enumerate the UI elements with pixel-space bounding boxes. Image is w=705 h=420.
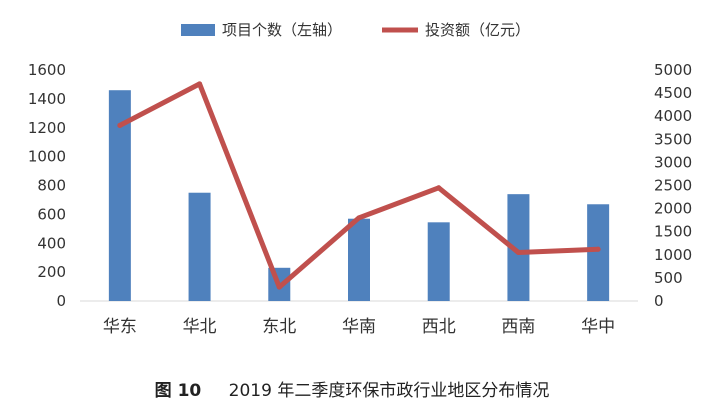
right-tick-label: 1500 [654,223,692,241]
left-tick-label: 1400 [28,90,66,108]
bar-华南 [348,218,370,301]
category-label: 西南 [501,317,535,337]
bar-华中 [587,204,610,301]
category-label: 华北 [183,317,217,337]
bar-series [108,90,610,302]
line-point-华北 [197,81,203,87]
right-tick-label: 4500 [654,84,692,102]
right-tick-label: 500 [654,269,683,287]
legend: 项目个数（左轴） 投资额（亿元） [181,21,530,39]
line-point-西南 [515,249,521,255]
left-tick-label: 1600 [28,61,66,79]
right-tick-label: 5000 [654,61,692,79]
line-point-华东 [117,122,123,128]
category-labels: 华东 华北 东北 华南 西北 西南 华中 [103,317,615,337]
right-tick-label: 2000 [654,200,692,218]
line-series [117,81,601,290]
right-tick-label: 2500 [654,177,692,195]
bar-西南 [507,194,530,301]
right-tick-label: 4000 [654,107,692,125]
category-label: 西北 [422,317,456,337]
category-label: 华东 [103,317,137,337]
line-point-东北 [276,284,282,290]
left-axis-ticks: 0 200 400 600 800 1000 1200 1400 1600 [28,61,66,310]
category-label: 华南 [342,317,376,337]
right-tick-label: 1000 [654,246,692,264]
category-label: 华中 [581,317,615,337]
left-tick-label: 800 [37,177,66,195]
bar-西北 [427,222,450,301]
left-tick-label: 600 [37,205,66,223]
right-tick-label: 3000 [654,153,692,171]
legend-label-line: 投资额（亿元） [425,21,530,39]
left-tick-label: 200 [37,263,66,281]
bar-华北 [188,192,211,301]
category-label: 东北 [262,317,296,337]
figure-caption-label: 图 10 [155,381,202,401]
left-tick-label: 400 [37,234,66,252]
legend-label-bar: 项目个数（左轴） [222,21,342,39]
figure-caption: 图 10 2019 年二季度环保市政行业地区分布情况 [155,381,550,401]
line-point-华中 [595,246,601,252]
bar-华东 [108,90,131,302]
left-tick-label: 1200 [28,119,66,137]
legend-swatch-bar [181,24,215,36]
right-tick-label: 0 [654,292,664,310]
line-point-西北 [436,185,442,191]
figure-caption-text: 2019 年二季度环保市政行业地区分布情况 [229,381,550,401]
line-point-华南 [356,215,362,221]
right-axis-ticks: 0 500 1000 1500 2000 2500 3000 3500 4000 4500 5000 [654,61,692,310]
left-tick-label: 1000 [28,148,66,166]
right-tick-label: 3500 [654,130,692,148]
left-tick-label: 0 [56,292,66,310]
